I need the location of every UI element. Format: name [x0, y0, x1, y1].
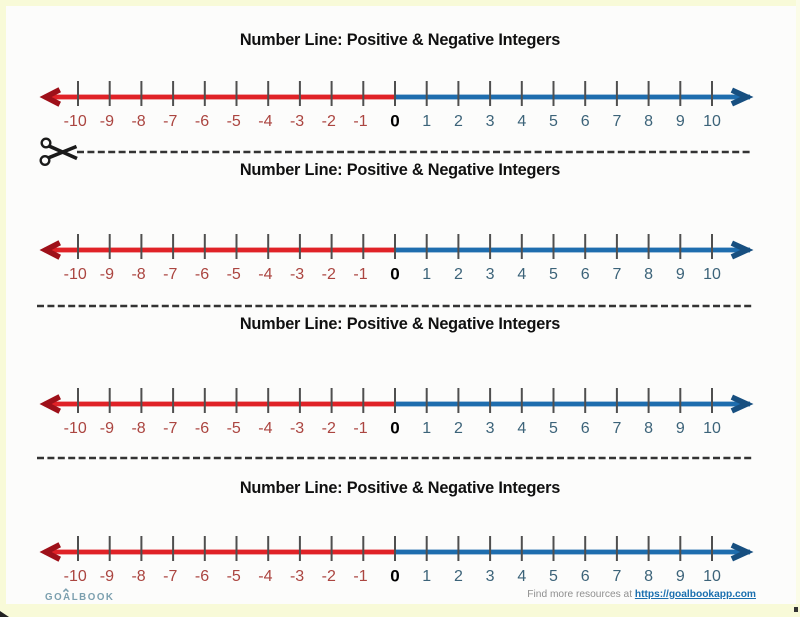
svg-text:GOALBOOK: GOALBOOK [45, 592, 114, 603]
